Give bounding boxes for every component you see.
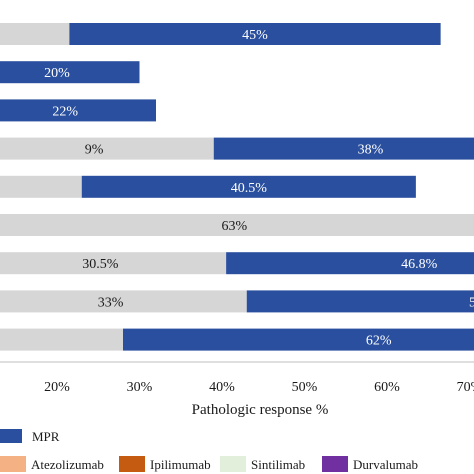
legend-swatch bbox=[322, 456, 348, 472]
mpr-bar bbox=[213, 137, 474, 160]
mpr-bar bbox=[81, 175, 416, 198]
legend-label: Atezolizumab bbox=[31, 457, 104, 472]
pcr-bar bbox=[0, 290, 247, 313]
legend-swatch bbox=[119, 456, 145, 472]
x-tick-label: 20% bbox=[44, 380, 70, 395]
mpr-bar bbox=[123, 328, 474, 351]
pcr-value-label: 9% bbox=[85, 143, 104, 158]
x-axis-title: Pathologic response % bbox=[192, 402, 329, 418]
mpr-value-label: 40.5% bbox=[231, 181, 268, 196]
x-axis: 20% 30% 40% 50% 60% 70% bbox=[0, 361, 474, 395]
mpr-bar bbox=[0, 61, 140, 84]
mpr-value-label: 20% bbox=[44, 66, 70, 81]
legend-label-mpr: MPR bbox=[32, 429, 60, 444]
legend-swatch bbox=[0, 456, 26, 472]
mpr-bar bbox=[0, 99, 156, 122]
mpr-value-label: 45% bbox=[242, 28, 268, 43]
pcr-bar bbox=[0, 137, 214, 160]
mpr-value-label: 22% bbox=[52, 104, 78, 119]
mpr-value-label: 38% bbox=[358, 143, 384, 158]
bars-group: 45% 20% 22% 9% 38% 40.5% 63% 30.5% 46.8% 33% 57% 62… bbox=[0, 23, 474, 351]
pcr-bar bbox=[0, 175, 82, 198]
mpr-value-label: 62% bbox=[366, 334, 392, 349]
mpr-bar bbox=[246, 290, 474, 313]
x-tick-label: 40% bbox=[209, 380, 235, 395]
pcr-bar bbox=[0, 23, 70, 45]
mpr-value-label: 46.8% bbox=[401, 257, 438, 272]
pcr-value-label: 33% bbox=[98, 295, 124, 310]
legend-label: Durvalumab bbox=[353, 457, 418, 472]
pcr-bar bbox=[0, 328, 123, 351]
legend-label: Ipilimumab bbox=[150, 457, 211, 472]
mpr-bar bbox=[69, 23, 441, 45]
pcr-value-label: 63% bbox=[222, 219, 248, 234]
x-tick-label: 70% bbox=[457, 380, 474, 395]
legend-swatch bbox=[220, 456, 246, 472]
legend: MPR Atezolizumab Ipilimumab Sintilimab Durva… bbox=[0, 429, 418, 472]
pcr-bar bbox=[0, 252, 227, 275]
x-tick-label: 50% bbox=[292, 380, 318, 395]
pcr-value-label: 30.5% bbox=[82, 257, 119, 272]
mpr-bar bbox=[226, 252, 474, 275]
legend-swatch-mpr bbox=[0, 429, 22, 443]
x-tick-label: 60% bbox=[374, 380, 400, 395]
x-tick-label: 30% bbox=[127, 380, 153, 395]
mpr-value-label: 57% bbox=[469, 295, 474, 310]
legend-label: Sintilimab bbox=[251, 457, 305, 472]
pcr-bar bbox=[0, 214, 474, 236]
